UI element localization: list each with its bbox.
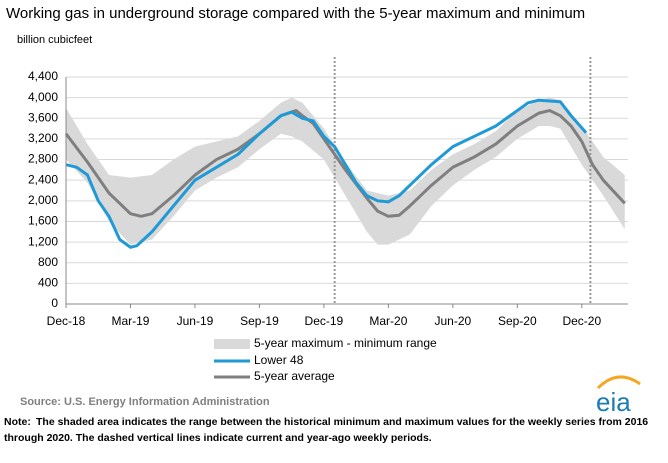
- series-line: [65, 98, 588, 249]
- x-tick-label: Dec-20: [562, 314, 601, 328]
- legend-label: 5-year average: [254, 369, 335, 383]
- y-tick-label: 2,400: [28, 172, 58, 186]
- x-tick-label: Dec-18: [47, 314, 86, 328]
- x-tick-label: Dec-19: [305, 314, 344, 328]
- legend-label: 5-year maximum - minimum range: [254, 336, 437, 350]
- logo-arc: [596, 375, 641, 390]
- y-tick-label: 4,000: [28, 90, 58, 104]
- x-tick-label: Jun-19: [177, 314, 214, 328]
- x-tick-label: Jun-20: [434, 314, 471, 328]
- note-text: through 2020. The dashed vertical lines …: [4, 432, 432, 444]
- x-tick-label: Mar-19: [111, 314, 149, 328]
- y-tick-label: 800: [38, 255, 58, 269]
- y-tick-label: 4,400: [28, 69, 58, 83]
- series-line: [64, 109, 626, 218]
- note-label: Note:: [4, 416, 31, 428]
- legend-swatch: [214, 339, 250, 349]
- logo: eia: [596, 387, 631, 417]
- note-text: The shaded area indicates the range betw…: [36, 416, 648, 428]
- x-tick-label: Mar-20: [369, 314, 407, 328]
- y-tick-label: 2,800: [28, 152, 58, 166]
- y-tick-label: 2,000: [28, 193, 58, 207]
- y-tick-label: 1,200: [28, 234, 58, 248]
- x-tick-label: Sep-19: [240, 314, 279, 328]
- y-tick-label: 0: [51, 296, 58, 310]
- y-tick-label: 3,200: [28, 131, 58, 145]
- source: Source: U.S. Energy Information Administ…: [20, 396, 270, 408]
- y-tick-label: 1,600: [28, 214, 58, 228]
- y-tick-label: 3,600: [28, 110, 58, 124]
- chart-title: Working gas in underground storage compa…: [6, 5, 585, 22]
- legend-label: Lower 48: [254, 353, 304, 367]
- y-axis-label: billion cubicfeet: [17, 34, 92, 46]
- y-tick-label: 400: [38, 276, 58, 290]
- x-tick-label: Sep-20: [498, 314, 537, 328]
